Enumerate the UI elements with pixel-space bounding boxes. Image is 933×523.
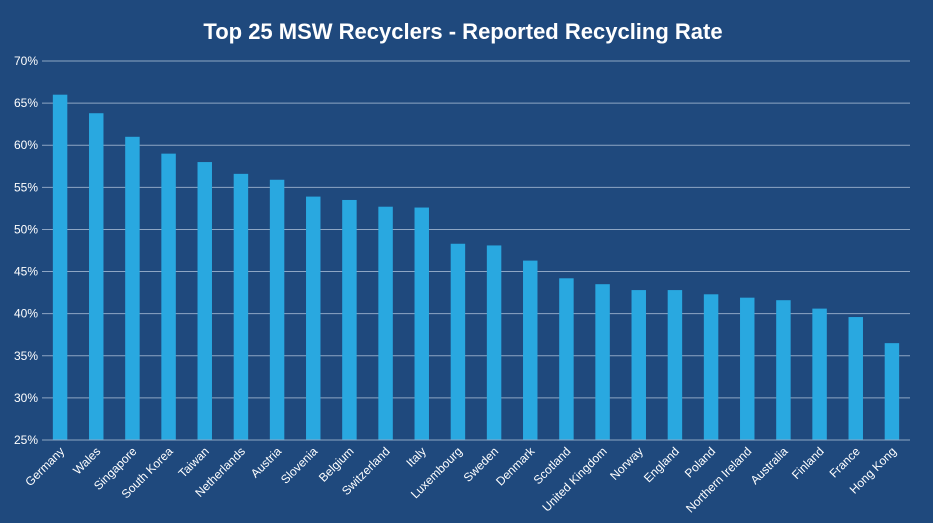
bar-france <box>848 317 863 440</box>
chart-title: Top 25 MSW Recyclers - Reported Recyclin… <box>203 19 722 44</box>
x-tick-label: Slovenia <box>278 444 321 487</box>
y-tick-label: 50% <box>14 222 38 236</box>
y-tick-label: 25% <box>14 433 38 447</box>
bar-scotland <box>559 278 574 440</box>
bar-germany <box>52 94 68 440</box>
x-tick-label: Finland <box>789 444 827 482</box>
y-tick-label: 65% <box>14 96 38 110</box>
bar-england <box>667 290 683 440</box>
x-tick-label: Denmark <box>493 444 538 489</box>
x-tick-label: Wales <box>70 444 103 477</box>
x-tick-label: Australia <box>748 444 791 487</box>
gridlines <box>42 60 910 399</box>
bar-belgium <box>342 199 357 440</box>
y-tick-label: 30% <box>14 391 38 405</box>
bar-hong-kong <box>884 343 900 440</box>
bar-netherlands <box>233 173 249 440</box>
bar-italy <box>414 207 429 440</box>
bar-switzerland <box>378 206 393 440</box>
x-tick-label: Germany <box>22 444 67 489</box>
bar-sweden <box>486 245 502 440</box>
bar-wales <box>89 113 104 441</box>
y-axis-ticks: 25% 30% 35% 40% 45% 50% 55% 60% 65% 70% <box>14 54 38 447</box>
bar-taiwan <box>197 162 212 441</box>
y-tick-label: 45% <box>14 265 38 279</box>
x-tick-label: England <box>641 444 682 485</box>
bar-united-kingdom <box>595 284 610 440</box>
bar-denmark <box>523 260 538 440</box>
x-tick-label: Norway <box>607 444 646 483</box>
bar-slovenia <box>306 196 321 440</box>
y-tick-label: 35% <box>14 349 38 363</box>
bar-finland <box>812 308 827 440</box>
bar-south-korea <box>161 153 176 440</box>
y-tick-label: 70% <box>14 54 38 68</box>
y-tick-label: 55% <box>14 180 38 194</box>
x-tick-label: Northern Ireland <box>683 444 754 515</box>
x-tick-label: United Kingdom <box>539 444 609 514</box>
bars <box>52 94 900 441</box>
y-tick-label: 60% <box>14 138 38 152</box>
y-tick-label: 40% <box>14 307 38 321</box>
bar-austria <box>269 179 285 440</box>
bar-luxembourg <box>450 243 466 440</box>
bar-poland <box>703 294 719 440</box>
bar-northern-ireland <box>740 297 755 440</box>
bar-singapore <box>125 136 140 441</box>
bar-norway <box>631 290 646 440</box>
bar-australia <box>776 300 791 440</box>
x-tick-label: Italy <box>403 444 428 469</box>
